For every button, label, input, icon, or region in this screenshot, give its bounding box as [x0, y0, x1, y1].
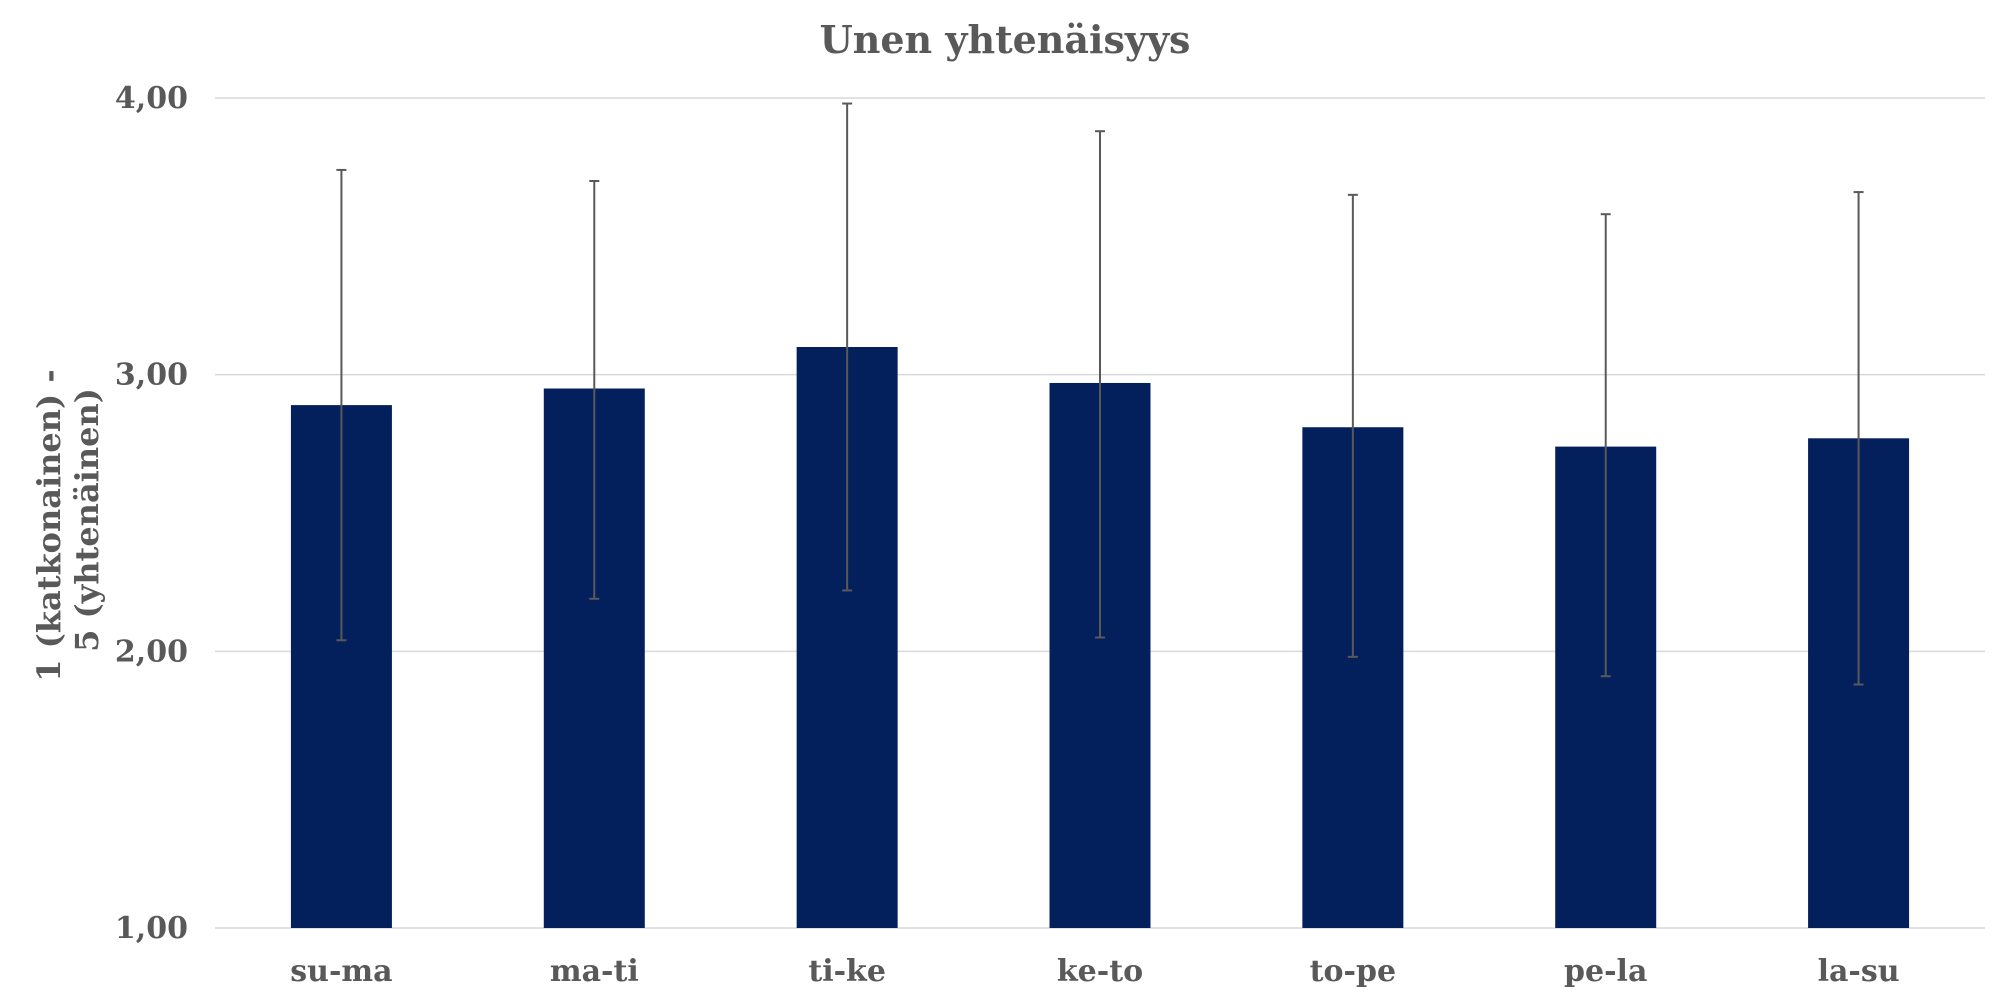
x-category-label: to-pe	[1310, 954, 1396, 989]
y-tick-label: 2,00	[115, 634, 188, 669]
chart-title: Unen yhtenäisyys	[820, 17, 1191, 62]
error-bar-ti-ke	[842, 102, 853, 592]
y-axis-title-line-2: 5 (yhtenäinen)	[68, 388, 106, 652]
y-axis-title: 1 (katkonainen) - 5 (yhtenäinen)	[30, 358, 106, 682]
error-bar-ma-ti	[589, 180, 600, 600]
x-category-labels: su-ma ma-ti ti-ke ke-to to-pe pe-la la-su	[290, 954, 1899, 989]
y-tick-label: 3,00	[115, 358, 188, 393]
error-bar-pe-la	[1600, 213, 1611, 678]
y-tick-label: 4,00	[115, 81, 188, 116]
error-bar-to-pe	[1347, 193, 1358, 658]
x-category-label: la-su	[1818, 954, 1900, 989]
x-category-label: ti-ke	[808, 954, 886, 989]
y-tick-labels: 1,00 2,00 3,00 4,00	[115, 81, 188, 946]
y-axis-title-line-1: 1 (katkonainen) -	[30, 369, 68, 681]
x-category-label: pe-la	[1564, 954, 1647, 989]
y-tick-label: 1,00	[115, 911, 188, 946]
error-bar-la-su	[1853, 191, 1864, 686]
x-category-label: ke-to	[1057, 954, 1143, 989]
error-bar-ke-to	[1095, 130, 1105, 639]
x-category-label: su-ma	[290, 954, 392, 989]
error-bars	[336, 102, 1864, 686]
x-category-label: ma-ti	[550, 954, 639, 989]
error-bar-su-ma	[336, 168, 347, 642]
